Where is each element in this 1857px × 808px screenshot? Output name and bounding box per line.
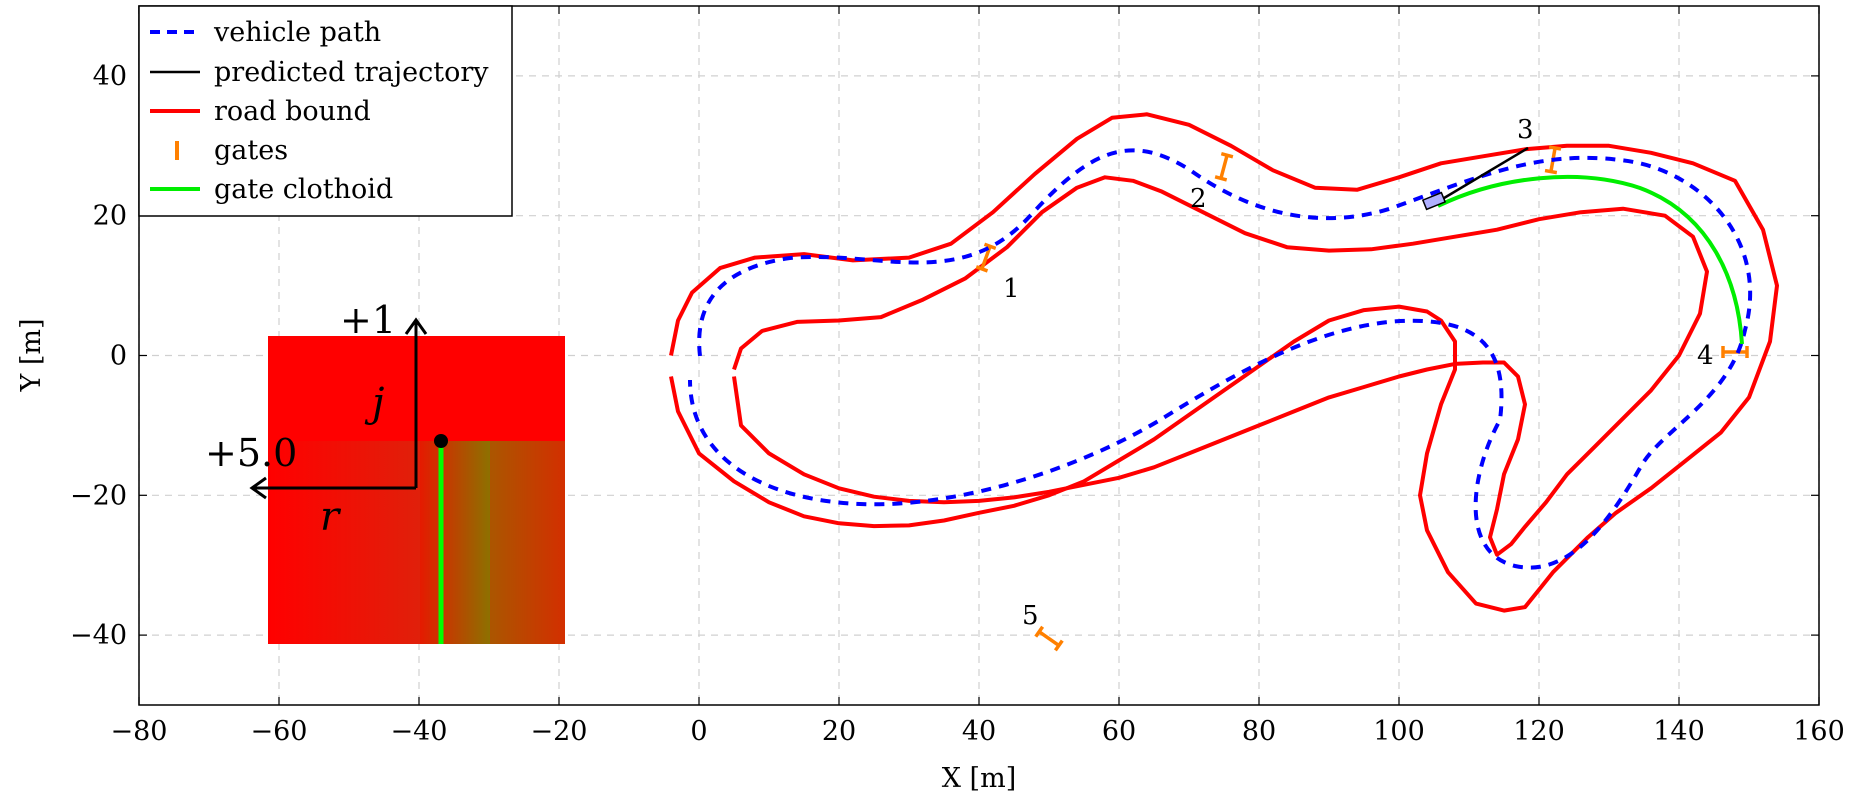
inset-lower-band xyxy=(490,441,565,644)
inset-vehicle-dot xyxy=(434,434,448,448)
y-tick-label: 0 xyxy=(110,341,127,372)
y-tick-label: 20 xyxy=(93,201,127,232)
inset-label-up: +1 xyxy=(340,298,396,342)
gate-label-5: 5 xyxy=(1022,601,1039,631)
predicted-trajectory xyxy=(1433,146,1529,206)
vehicle-path xyxy=(688,148,1753,570)
y-tick-label: 40 xyxy=(93,61,127,92)
gate-marker-1 xyxy=(975,242,997,273)
legend: vehicle path predicted trajectory road b… xyxy=(138,5,513,217)
y-tick-label: −20 xyxy=(70,480,127,511)
x-tick-label: 160 xyxy=(1793,716,1845,747)
legend-label-road-bound: road bound xyxy=(214,96,371,127)
x-tick-label: 0 xyxy=(690,716,707,747)
gate-label-3: 3 xyxy=(1517,115,1534,145)
x-tick-label: 20 xyxy=(822,716,856,747)
gate-marker-5 xyxy=(1034,625,1064,652)
x-tick-label: −20 xyxy=(531,716,588,747)
gate-clothoid xyxy=(1437,175,1744,345)
gate-labels: 1 2 3 4 5 xyxy=(1003,115,1714,631)
legend-label-vehicle-path: vehicle path xyxy=(213,17,381,48)
gate-label-1: 1 xyxy=(1003,274,1020,304)
x-tick-label: 80 xyxy=(1242,716,1276,747)
x-tick-label: −60 xyxy=(251,716,308,747)
x-tick-label: −40 xyxy=(391,716,448,747)
inset-arrow-left-head xyxy=(249,476,267,500)
y-axis-label: Y [m] xyxy=(16,318,47,392)
legend-box xyxy=(138,5,513,217)
x-tick-label: 140 xyxy=(1653,716,1705,747)
gate-marker-2 xyxy=(1214,151,1234,182)
inset-arrow-up-head xyxy=(404,317,428,335)
x-tick-label: 60 xyxy=(1102,716,1136,747)
legend-label-predicted-trajectory: predicted trajectory xyxy=(214,57,489,88)
legend-label-gate-clothoid: gate clothoid xyxy=(214,174,393,205)
ticks-layer: −80 −60 −40 −20 0 20 40 60 80 100 120 140 160−40−200… xyxy=(70,6,1845,747)
legend-label-gates: gates xyxy=(214,135,288,166)
inset-label-left: +5.0 xyxy=(205,431,297,475)
x-tick-label: −80 xyxy=(111,716,168,747)
x-tick-label: 40 xyxy=(962,716,996,747)
gate-marker-4 xyxy=(1721,346,1749,358)
x-tick-label: 100 xyxy=(1373,716,1425,747)
vehicle xyxy=(1421,191,1447,211)
y-tick-label: −40 xyxy=(70,620,127,651)
inset-var-left: r xyxy=(320,494,342,540)
x-tick-label: 120 xyxy=(1513,716,1565,747)
inset-grid-map: +1 +5.0 j r xyxy=(205,298,565,644)
x-axis-label: X [m] xyxy=(942,763,1016,794)
gate-label-2: 2 xyxy=(1190,184,1207,214)
inset-lower-left xyxy=(268,441,420,644)
series-line-road-bound-2 xyxy=(732,175,1709,557)
gate-label-4: 4 xyxy=(1697,341,1714,371)
